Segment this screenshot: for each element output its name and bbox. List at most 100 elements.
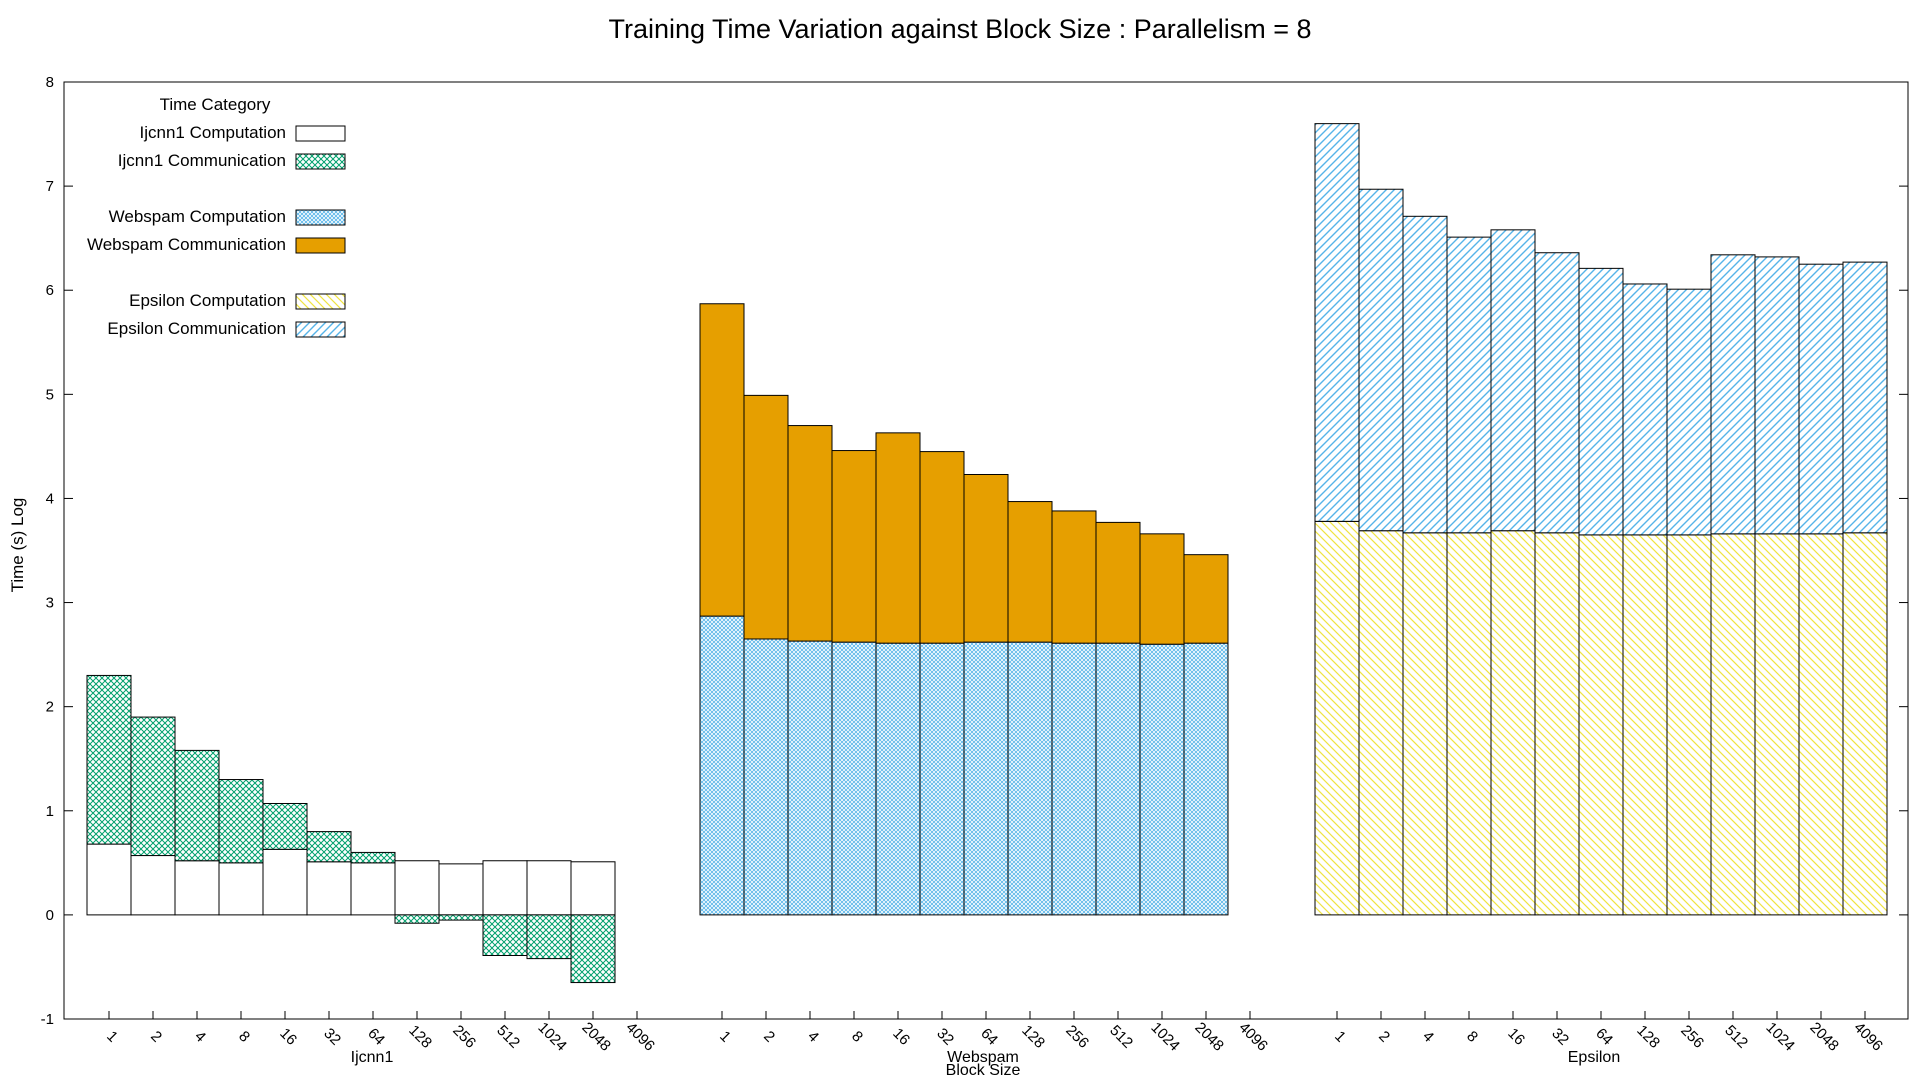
- bar-webspam-comp-512: [1095, 642, 1141, 916]
- bar-ijcnn1-comp-32: [306, 861, 352, 916]
- legend-swatch-webspam-comm: [295, 237, 346, 254]
- bar-webspam-comm-4: [787, 425, 833, 642]
- tick-label-webspam-4096: 4096: [1235, 1019, 1271, 1055]
- bar-epsilon-comp-128: [1622, 534, 1668, 916]
- legend-label-epsilon-comm: Epsilon Communication: [107, 319, 286, 338]
- group-label-webspam: Webspam: [947, 1049, 1019, 1066]
- bar-epsilon-comp-1024: [1754, 533, 1800, 916]
- bar-epsilon-comm-64: [1578, 267, 1624, 536]
- bar-ijcnn1-comm-2: [130, 716, 176, 857]
- bar-epsilon-comp-8: [1446, 532, 1492, 916]
- tick-label-epsilon-512: 512: [1721, 1022, 1751, 1052]
- group-label-epsilon: Epsilon: [1568, 1049, 1620, 1066]
- bar-ijcnn1-comp-2: [130, 855, 176, 916]
- bar-webspam-comm-32: [919, 451, 965, 644]
- bar-epsilon-comp-4: [1402, 532, 1448, 916]
- y-axis-label: Time (s) Log: [8, 498, 27, 593]
- tick-label-epsilon-8: 8: [1463, 1028, 1481, 1046]
- bar-ijcnn1-comm-64: [350, 851, 396, 864]
- legend-label-webspam-comp: Webspam Computation: [109, 207, 286, 226]
- tick-label-epsilon-1: 1: [1331, 1028, 1349, 1046]
- bar-epsilon-comm-4096: [1842, 261, 1888, 534]
- bar-ijcnn1-comm-16: [262, 802, 308, 850]
- bar-epsilon-comp-2: [1358, 530, 1404, 916]
- tick-label-epsilon-16: 16: [1504, 1025, 1528, 1049]
- bar-epsilon-comm-2: [1358, 188, 1404, 532]
- bar-webspam-comm-2048: [1183, 554, 1229, 644]
- bar-ijcnn1-comp-512: [482, 860, 528, 916]
- tick-label-ijcnn1-512: 512: [493, 1022, 523, 1052]
- tick-label-epsilon-256: 256: [1677, 1022, 1707, 1052]
- bar-epsilon-comp-256: [1666, 534, 1712, 916]
- bar-epsilon-comm-2048: [1798, 263, 1844, 535]
- bar-epsilon-comp-4096: [1842, 532, 1888, 916]
- x-axis-label: Block Size: [946, 1062, 1021, 1079]
- bar-epsilon-comm-128: [1622, 283, 1668, 536]
- bar-webspam-comm-8: [831, 450, 877, 643]
- tick-label-webspam-1: 1: [716, 1028, 734, 1046]
- bar-webspam-comm-256: [1051, 510, 1097, 644]
- tick-label-ijcnn1-1: 1: [103, 1028, 121, 1046]
- bar-ijcnn1-comm-4: [174, 749, 220, 862]
- tick-label-epsilon-2048: 2048: [1806, 1019, 1842, 1055]
- bar-ijcnn1-comm-1024: [526, 914, 572, 960]
- bar-ijcnn1-comp-128: [394, 860, 440, 916]
- legend-label-epsilon-comp: Epsilon Computation: [129, 291, 286, 310]
- legend-label-ijcnn1-comp: Ijcnn1 Computation: [140, 123, 286, 142]
- tick-label-epsilon-128: 128: [1633, 1022, 1663, 1052]
- bar-ijcnn1-comp-64: [350, 862, 396, 916]
- group-label-ijcnn1: Ijcnn1: [351, 1049, 394, 1066]
- bar-webspam-comp-1: [699, 615, 745, 916]
- plot-border: [63, 81, 1909, 1020]
- bar-epsilon-comp-512: [1710, 533, 1756, 916]
- bar-epsilon-comm-256: [1666, 288, 1712, 536]
- tick-label-webspam-128: 128: [1018, 1022, 1048, 1052]
- tick-label-epsilon-4096: 4096: [1850, 1019, 1886, 1055]
- tick-label-ijcnn1-2: 2: [147, 1028, 165, 1046]
- tick-label-webspam-512: 512: [1106, 1022, 1136, 1052]
- tick-label-epsilon-4: 4: [1419, 1028, 1437, 1046]
- tick-label-ijcnn1-8: 8: [235, 1028, 253, 1046]
- bar-ijcnn1-comp-8: [218, 862, 264, 916]
- bar-webspam-comp-32: [919, 642, 965, 916]
- legend-title: Time Category: [160, 95, 271, 114]
- bar-webspam-comp-16: [875, 642, 921, 916]
- tick-label-ijcnn1-16: 16: [276, 1025, 300, 1049]
- bar-webspam-comm-1: [699, 303, 745, 617]
- bar-epsilon-comm-4: [1402, 215, 1448, 534]
- bar-epsilon-comm-512: [1710, 254, 1756, 535]
- legend-label-webspam-comm: Webspam Communication: [87, 235, 286, 254]
- bar-ijcnn1-comp-1: [86, 843, 132, 916]
- bar-ijcnn1-comp-256: [438, 863, 484, 916]
- legend-swatch-ijcnn1-comm: [295, 153, 346, 170]
- bar-epsilon-comm-1024: [1754, 256, 1800, 535]
- tick-label-ijcnn1-2048: 2048: [578, 1019, 614, 1055]
- bar-epsilon-comm-16: [1490, 229, 1536, 532]
- y-tick-label-1: 1: [46, 803, 54, 820]
- bar-ijcnn1-comp-1024: [526, 860, 572, 916]
- bar-ijcnn1-comp-16: [262, 848, 308, 916]
- bar-ijcnn1-comm-8: [218, 779, 264, 864]
- tick-label-webspam-2048: 2048: [1191, 1019, 1227, 1055]
- legend-swatch-webspam-comp: [295, 209, 346, 226]
- tick-label-webspam-32: 32: [933, 1025, 957, 1049]
- bars-layer: [86, 123, 1888, 984]
- bar-ijcnn1-comm-1: [86, 674, 132, 845]
- tick-label-webspam-4: 4: [804, 1028, 822, 1046]
- bar-ijcnn1-comm-512: [482, 914, 528, 956]
- bar-webspam-comm-2: [743, 394, 789, 640]
- bar-ijcnn1-comm-32: [306, 831, 352, 863]
- y-tick-label-8: 8: [46, 74, 54, 91]
- bar-epsilon-comp-2048: [1798, 533, 1844, 916]
- bar-webspam-comm-512: [1095, 521, 1141, 644]
- bar-ijcnn1-comm-256: [438, 914, 484, 921]
- tick-label-epsilon-1024: 1024: [1762, 1019, 1798, 1055]
- legend-swatch-epsilon-comm: [295, 321, 346, 338]
- tick-label-ijcnn1-32: 32: [320, 1025, 344, 1049]
- bar-ijcnn1-comp-2048: [570, 861, 616, 916]
- tick-label-ijcnn1-4096: 4096: [622, 1019, 658, 1055]
- bar-ijcnn1-comp-4: [174, 860, 220, 916]
- bar-epsilon-comp-64: [1578, 534, 1624, 916]
